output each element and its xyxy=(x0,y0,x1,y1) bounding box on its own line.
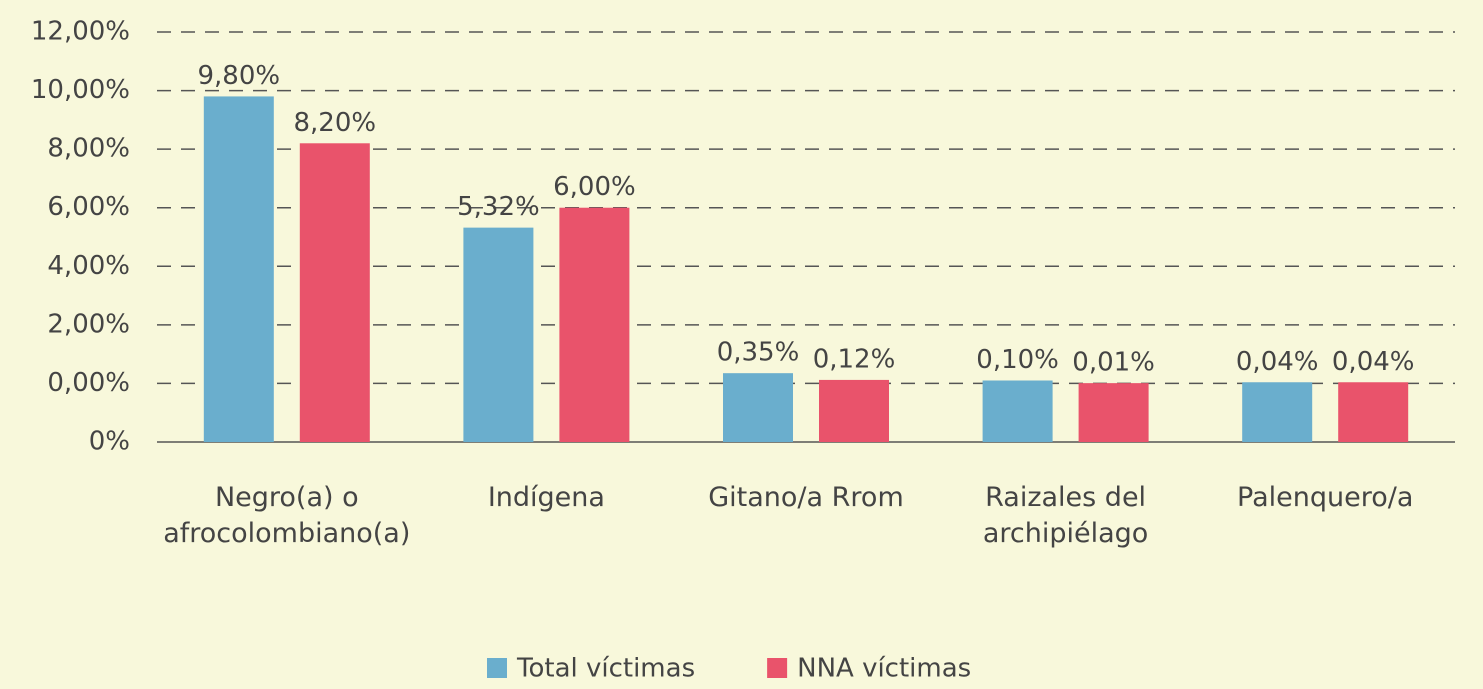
bar xyxy=(559,207,630,442)
bar xyxy=(819,379,889,442)
y-tick-label: 12,00% xyxy=(31,17,130,47)
x-tick-label: Palenquero/a xyxy=(1237,482,1414,513)
data-label: 5,32% xyxy=(457,192,540,222)
y-tick-label: 8,00% xyxy=(47,134,130,164)
x-tick-label: Negro(a) o afrocolombiano(a) xyxy=(163,482,411,549)
data-label: 0,12% xyxy=(813,344,896,374)
x-tick-label: Indígena xyxy=(487,482,605,513)
bar xyxy=(982,380,1053,442)
data-label: 0,10% xyxy=(976,345,1059,375)
bar xyxy=(1242,382,1313,442)
x-tick-label: Raizales del archipiélago xyxy=(982,482,1149,549)
legend-swatch xyxy=(487,658,507,678)
bar xyxy=(299,143,370,443)
y-tick-label: 0% xyxy=(89,427,130,457)
data-label: 6,00% xyxy=(553,172,636,202)
data-label: 9,80% xyxy=(197,61,280,91)
bar xyxy=(723,373,793,442)
y-tick-label: 0,00% xyxy=(47,368,130,398)
legend-swatch xyxy=(767,658,788,678)
bar xyxy=(1338,382,1409,442)
y-tick-label: 10,00% xyxy=(31,75,130,105)
y-tick-label: 4,00% xyxy=(47,251,130,281)
bar xyxy=(203,96,274,442)
data-label: 0,01% xyxy=(1072,348,1155,378)
legend-label: Total víctimas xyxy=(516,654,695,684)
data-label: 0,35% xyxy=(717,338,800,368)
y-tick-label: 6,00% xyxy=(47,192,130,222)
data-label: 0,04% xyxy=(1332,347,1415,377)
data-label: 0,04% xyxy=(1236,347,1319,377)
x-tick-label: Gitano/a Rrom xyxy=(708,482,904,513)
y-tick-label: 2,00% xyxy=(47,309,130,339)
bar xyxy=(1078,383,1149,442)
legend-label: NNA víctimas xyxy=(797,654,971,684)
data-label: 8,20% xyxy=(293,108,376,138)
bar xyxy=(463,227,534,442)
